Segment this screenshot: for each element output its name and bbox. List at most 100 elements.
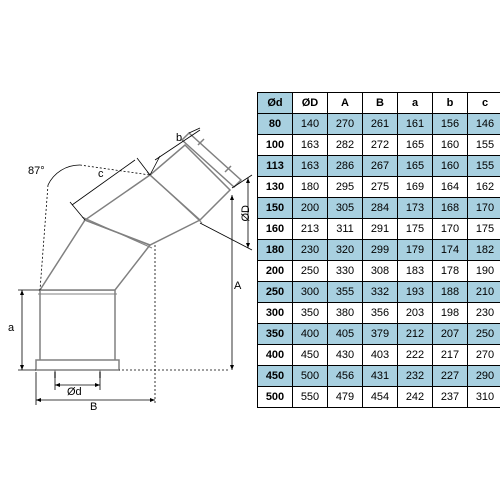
table-cell: 182: [468, 240, 500, 261]
table-cell: 227: [433, 366, 468, 387]
col-b: b: [433, 93, 468, 114]
table-cell: 270: [468, 345, 500, 366]
table-cell: 350: [293, 303, 328, 324]
table-cell: 300: [293, 282, 328, 303]
table-cell: 173: [398, 198, 433, 219]
table-cell: 332: [363, 282, 398, 303]
table-cell: 450: [258, 366, 293, 387]
table-cell: 140: [293, 114, 328, 135]
table-cell: 250: [293, 261, 328, 282]
table-cell: 170: [433, 219, 468, 240]
table-row: 200250330308183178190: [258, 261, 500, 282]
table-cell: 282: [328, 135, 363, 156]
table-cell: 400: [258, 345, 293, 366]
table-cell: 230: [293, 240, 328, 261]
table-row: 450500456431232227290: [258, 366, 500, 387]
table-row: 300350380356203198230: [258, 303, 500, 324]
table-cell: 222: [398, 345, 433, 366]
table-cell: 146: [468, 114, 500, 135]
table-cell: 250: [258, 282, 293, 303]
table-cell: 200: [293, 198, 328, 219]
table-cell: 431: [363, 366, 398, 387]
table-cell: 450: [293, 345, 328, 366]
od-small-label: Ød: [67, 386, 82, 398]
table-header-row: Ød ØD A B a b c: [258, 93, 500, 114]
table-row: 100163282272165160155: [258, 135, 500, 156]
table-cell: 380: [328, 303, 363, 324]
table-cell: 299: [363, 240, 398, 261]
table-cell: 356: [363, 303, 398, 324]
table-cell: 242: [398, 387, 433, 408]
table-cell: 350: [258, 324, 293, 345]
table-cell: 284: [363, 198, 398, 219]
table-cell: 456: [328, 366, 363, 387]
table-cell: 403: [363, 345, 398, 366]
table-cell: 179: [398, 240, 433, 261]
table-cell: 161: [398, 114, 433, 135]
table-cell: 155: [468, 156, 500, 177]
table-cell: 193: [398, 282, 433, 303]
table-cell: 175: [398, 219, 433, 240]
table-cell: 250: [468, 324, 500, 345]
table-cell: 379: [363, 324, 398, 345]
table-cell: 275: [363, 177, 398, 198]
col-c: c: [468, 93, 500, 114]
table-cell: 430: [328, 345, 363, 366]
table-cell: 500: [293, 366, 328, 387]
table-cell: 155: [468, 135, 500, 156]
table-cell: 156: [433, 114, 468, 135]
table-cell: 183: [398, 261, 433, 282]
c-label: c: [98, 168, 104, 180]
table-cell: 203: [398, 303, 433, 324]
table-row: 160213311291175170175: [258, 219, 500, 240]
a-label: a: [8, 322, 14, 334]
table-cell: 198: [433, 303, 468, 324]
table-row: 500550479454242237310: [258, 387, 500, 408]
table-cell: 164: [433, 177, 468, 198]
table-cell: 308: [363, 261, 398, 282]
table-cell: 170: [468, 198, 500, 219]
table-cell: 550: [293, 387, 328, 408]
table-cell: 355: [328, 282, 363, 303]
table-row: 250300355332193188210: [258, 282, 500, 303]
table-row: 180230320299179174182: [258, 240, 500, 261]
table-cell: 160: [433, 135, 468, 156]
b-label: b: [176, 132, 182, 144]
table-cell: 270: [328, 114, 363, 135]
table-cell: 165: [398, 156, 433, 177]
table-row: 350400405379212207250: [258, 324, 500, 345]
table-cell: 291: [363, 219, 398, 240]
table-cell: 230: [468, 303, 500, 324]
table-cell: 188: [433, 282, 468, 303]
table-cell: 454: [363, 387, 398, 408]
table-cell: 232: [398, 366, 433, 387]
col-a: a: [398, 93, 433, 114]
col-od-small: Ød: [258, 93, 293, 114]
table-cell: 320: [328, 240, 363, 261]
table-cell: 190: [468, 261, 500, 282]
table-row: 113163286267165160155: [258, 156, 500, 177]
table-cell: 286: [328, 156, 363, 177]
table-cell: 163: [293, 135, 328, 156]
table-row: 400450430403222217270: [258, 345, 500, 366]
col-B: B: [363, 93, 398, 114]
table-cell: 130: [258, 177, 293, 198]
table-cell: 290: [468, 366, 500, 387]
table-cell: 212: [398, 324, 433, 345]
table-cell: 160: [433, 156, 468, 177]
table-cell: 80: [258, 114, 293, 135]
table-cell: 168: [433, 198, 468, 219]
table-cell: 272: [363, 135, 398, 156]
table-row: 150200305284173168170: [258, 198, 500, 219]
table-cell: 305: [328, 198, 363, 219]
table-cell: 217: [433, 345, 468, 366]
table-cell: 500: [258, 387, 293, 408]
table-cell: 150: [258, 198, 293, 219]
table-cell: 175: [468, 219, 500, 240]
table-cell: 180: [258, 240, 293, 261]
table-cell: 200: [258, 261, 293, 282]
table-cell: 210: [468, 282, 500, 303]
table-cell: 165: [398, 135, 433, 156]
table-cell: 113: [258, 156, 293, 177]
dimensions-table: Ød ØD A B a b c 801402702611611561461001…: [257, 92, 500, 408]
